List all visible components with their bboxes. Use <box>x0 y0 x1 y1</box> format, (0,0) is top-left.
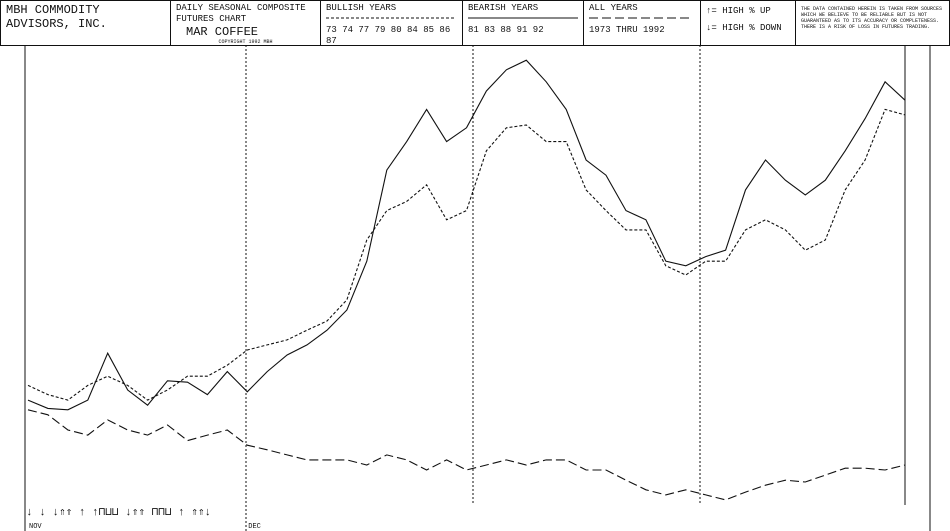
bearish-years: 81 83 88 91 92 <box>468 25 544 35</box>
legend-sample <box>326 17 456 19</box>
title-box: DAILY SEASONAL COMPOSITE FUTURES CHART M… <box>171 1 321 45</box>
legend-label: BEARISH YEARS <box>468 3 539 13</box>
company: MBH COMMODITY ADVISORS, INC. <box>1 1 171 45</box>
legend-box: ALL YEARS 1973 THRU 1992 <box>584 1 701 45</box>
key-down: ↓= HIGH % DOWN <box>706 23 782 33</box>
all-years: 1973 THRU 1992 <box>589 25 665 35</box>
chart-title: MAR COFFEE <box>186 25 259 39</box>
signal-arrows: ↓ ↓ ↓⇑⇑ ↑ ↑⊓⊔⊔ ↓⇑⇑ ⊓⊓⊔ ↑ ⇑⇑↓ <box>26 507 211 519</box>
bullish-years: 73 74 77 79 80 84 85 86 87 <box>326 25 451 45</box>
copyright: COPYRIGHT 1992 MBH <box>218 39 273 45</box>
header: MBH COMMODITY ADVISORS, INC. DAILY SEASO… <box>0 0 950 46</box>
legend-label: ALL YEARS <box>589 3 638 13</box>
key-box: ↑= HIGH % UP ↓= HIGH % DOWN <box>701 1 796 45</box>
legend-box: BULLISH YEARS 73 74 77 79 80 84 85 86 87 <box>321 1 463 45</box>
legend-sample <box>589 17 689 19</box>
disclaimer: THE DATA CONTAINED HEREIN IS TAKEN FROM … <box>801 6 943 30</box>
series-line <box>27 108 906 401</box>
chart-kind: DAILY SEASONAL COMPOSITE FUTURES CHART <box>176 3 306 24</box>
x-tick-label: NOV <box>29 523 42 531</box>
legend-box: BEARISH YEARS 81 83 88 91 92 <box>463 1 584 45</box>
key-up: ↑= HIGH % UP <box>706 6 771 16</box>
legend-sample <box>468 17 578 19</box>
x-tick-label: DEC <box>248 523 261 531</box>
series-line <box>27 409 906 501</box>
series-line <box>27 59 906 411</box>
legend-label: BULLISH YEARS <box>326 3 397 13</box>
